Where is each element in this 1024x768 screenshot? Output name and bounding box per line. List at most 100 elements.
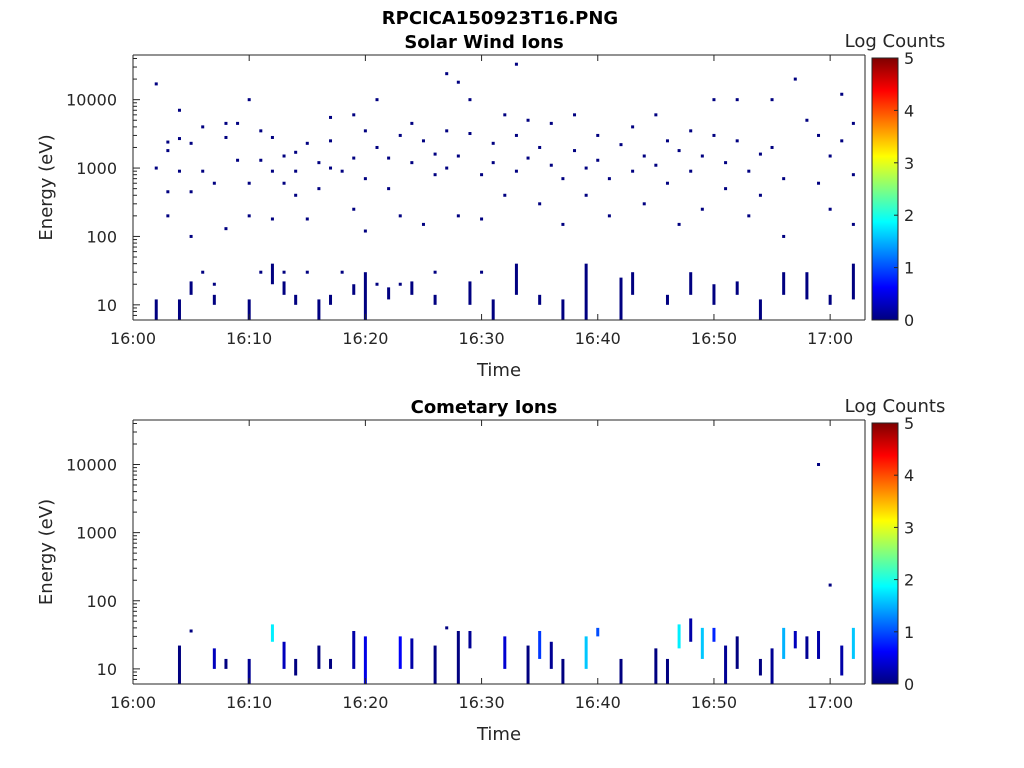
data-bar <box>329 658 333 669</box>
y-tick-label: 10000 <box>66 456 117 475</box>
data-point <box>573 113 577 117</box>
data-point <box>363 129 367 133</box>
y-axis-label: Energy (eV) <box>36 499 57 605</box>
data-point <box>247 214 251 218</box>
data-point <box>329 139 333 143</box>
data-bar <box>677 624 681 649</box>
data-point <box>503 113 507 117</box>
data-point <box>247 98 251 102</box>
data-point <box>177 137 181 141</box>
data-bar <box>735 636 739 669</box>
data-bar <box>689 618 693 642</box>
data-point <box>456 80 460 84</box>
data-point <box>468 132 472 136</box>
data-point <box>410 161 414 165</box>
data-point <box>445 72 449 76</box>
data-bar <box>689 272 693 295</box>
data-point <box>270 217 274 221</box>
data-point <box>363 229 367 233</box>
data-point <box>607 177 611 181</box>
data-bar <box>665 658 669 684</box>
data-point <box>398 282 402 286</box>
colorbar-label: Log Counts <box>845 31 946 52</box>
colorbar-tick-label: 0 <box>904 675 914 694</box>
data-point <box>317 187 321 191</box>
data-point <box>270 169 274 173</box>
data-point <box>433 152 437 156</box>
data-point <box>270 135 274 139</box>
data-point <box>665 139 669 143</box>
data-point <box>584 193 588 197</box>
data-point <box>166 190 170 194</box>
data-point <box>851 121 855 125</box>
data-point <box>201 270 205 274</box>
y-tick-label: 100 <box>86 227 117 246</box>
data-bar <box>363 636 367 684</box>
data-bar <box>433 294 437 305</box>
data-bar <box>317 299 321 320</box>
data-bar <box>212 294 216 305</box>
data-point <box>352 207 356 211</box>
data-point <box>828 154 832 158</box>
data-point <box>491 141 495 145</box>
data-point <box>305 217 309 221</box>
data-point <box>596 158 600 162</box>
panel-2: Cometary Ions 16:00 16:10 16:20 16:30 16:40 16… <box>36 396 945 745</box>
data-point <box>607 214 611 218</box>
data-bar <box>805 272 809 300</box>
panel-title: Cometary Ions <box>411 397 558 418</box>
data-point <box>317 161 321 165</box>
data-bar <box>154 299 158 320</box>
data-bar <box>247 299 251 320</box>
data-bar <box>782 627 786 659</box>
x-tick-label: 16:10 <box>226 693 272 712</box>
x-tick-label: 16:50 <box>691 693 737 712</box>
x-tick-label: 16:20 <box>342 329 388 348</box>
data-bar <box>410 638 414 669</box>
data-point <box>177 169 181 173</box>
data-point <box>189 629 193 633</box>
data-bar <box>712 284 716 305</box>
data-bar <box>619 658 623 684</box>
data-point <box>526 118 530 122</box>
data-bar <box>189 281 193 295</box>
data-point <box>236 158 240 162</box>
data-point <box>828 207 832 211</box>
data-bar <box>584 636 588 669</box>
data-point <box>189 190 193 194</box>
colorbar-tick-label: 1 <box>904 623 914 642</box>
data-bar <box>247 658 251 684</box>
x-tick-label: 17:00 <box>807 693 853 712</box>
data-point <box>480 173 484 177</box>
data-point <box>514 169 518 173</box>
data-bar <box>468 630 472 649</box>
data-point <box>700 207 704 211</box>
data-point <box>166 214 170 218</box>
data-point <box>735 98 739 102</box>
data-point <box>573 149 577 153</box>
data-point <box>770 98 774 102</box>
x-tick-label: 16:30 <box>459 693 505 712</box>
data-point <box>189 141 193 145</box>
x-tick-label: 16:00 <box>110 329 156 348</box>
data-point <box>654 163 658 167</box>
x-axis-label: Time <box>476 360 521 381</box>
data-point <box>561 177 565 181</box>
data-point <box>282 181 286 185</box>
colorbar-tick-label: 1 <box>904 259 914 278</box>
data-bar <box>770 648 774 684</box>
colorbar-gradient <box>871 57 899 321</box>
data-point <box>305 270 309 274</box>
data-point <box>654 113 658 117</box>
data-bar <box>212 648 216 669</box>
data-point <box>375 282 379 286</box>
data-point <box>445 166 449 170</box>
data-point <box>700 154 704 158</box>
data-point <box>212 181 216 185</box>
data-point <box>596 133 600 137</box>
data-bar <box>433 645 437 684</box>
data-point <box>665 181 669 185</box>
panel-title: Solar Wind Ions <box>404 32 563 53</box>
data-point <box>491 161 495 165</box>
